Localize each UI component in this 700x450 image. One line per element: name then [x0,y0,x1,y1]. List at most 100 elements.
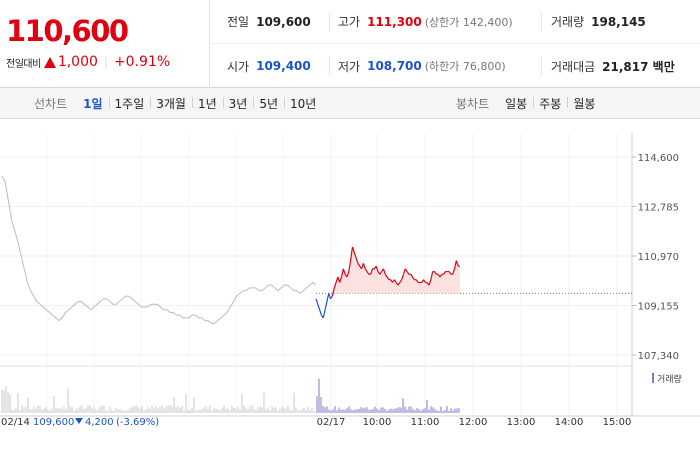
y-tick-label: 112,785 [638,203,679,214]
low-value: 108,700 [367,59,422,73]
today-price-segment [412,276,415,281]
today-price-segment [355,257,359,264]
today-price-segment [364,268,368,272]
today-price-segment [324,301,328,310]
today-price-segment [351,246,355,253]
change-percent: +0.91% [113,54,171,70]
today-price-segment [455,260,459,267]
today-price-segment [428,279,432,286]
today-price-segment [330,295,333,300]
today-price-segment [439,273,443,278]
today-price-segment [384,273,388,278]
today-price-segment [350,246,354,261]
line-chart-label: 선차트 [34,97,68,111]
today-price-segment [393,279,397,283]
tab-3months[interactable]: 3개월 [150,95,192,112]
today-price-segment [379,271,383,275]
today-price-segment [342,268,346,275]
today-price-segment [399,279,403,283]
today-price-segment [386,276,390,281]
prev-day-price-line [1,175,317,324]
tab-monthly[interactable]: 월봉 [567,95,601,112]
tab-1week[interactable]: 1주일 [108,95,151,112]
price-chart-svg: 114,600 112,785 110,970 109,155 107,340 거래량 02… [0,133,700,428]
upper-limit: (상한가 142,400) [424,15,513,29]
today-price-segment [410,273,414,278]
tab-1day[interactable]: 1일 [83,97,103,111]
price-summary: 110,600 전일대비 1,000 | +0.91% 전일 109,600 고… [0,0,700,88]
today-price-segment [453,260,457,269]
today-price-segment [443,271,446,275]
prev-close-label: 전일 [227,15,250,29]
x-tick-label: 02/17 [317,417,346,428]
today-gain-area [316,247,460,294]
high-value: 111,300 [367,14,422,29]
prev-close-stat: 전일 109,600 [227,12,311,32]
open-value: 109,400 [256,59,311,73]
today-price-segment [452,268,456,275]
today-price-segment [375,265,379,272]
chart-period-tabs: 선차트 1일 1주일 3개월 1년 3년 5년 10년 봉차트 일봉 주봉 월봉 [0,88,700,119]
today-price-segment [357,263,361,267]
today-price-segment [402,268,406,275]
volume-legend-swatch [652,373,654,383]
volume-stat: 거래량 198,145 [541,11,646,32]
price-chart[interactable]: 114,600 112,785 110,970 109,155 107,340 거래량 02… [0,119,700,450]
prev-day-change-pct: (-3.69%) [116,417,159,428]
today-price-segment [370,268,374,275]
current-price-box: 110,600 전일대비 1,000 | +0.91% [0,0,210,88]
down-triangle-icon [75,418,83,424]
prev-day-change: 4,200 [85,417,114,428]
prev-day-label: 02/14 [1,417,30,428]
volume-value: 198,145 [591,14,646,29]
today-price-segment [401,274,405,280]
prev-day-close: 109,600 [33,417,74,428]
stats-row-2: 시가 109,400 저가 108,700 (하한가 76,800) 거래대금 … [211,44,700,88]
volume-label: 거래량 [551,15,585,29]
y-tick-label: 109,155 [638,302,679,313]
open-label: 시가 [227,59,250,74]
today-price-segment [362,263,366,270]
stats-row-1: 전일 109,600 고가 111,300 (상한가 142,400) 거래량 … [211,0,700,44]
today-price-segment [317,304,321,310]
today-price-segment [353,252,357,259]
tab-5years[interactable]: 5년 [253,95,284,112]
separator: | [103,55,108,69]
y-tick-label: 110,970 [638,252,679,263]
today-price-segment [397,282,401,286]
candle-chart-tabs: 봉차트 일봉 주봉 월봉 [456,88,601,119]
line-chart-tabs: 선차트 1일 1주일 3개월 1년 3년 5년 10년 [34,88,322,119]
today-price-segment [415,279,419,283]
tab-weekly[interactable]: 주봉 [533,95,567,112]
high-stat: 고가 111,300 (상한가 142,400) [329,11,513,32]
x-tick-label: 13:00 [507,417,536,428]
tab-1year[interactable]: 1년 [191,95,223,112]
today-price-segment [333,282,337,289]
up-triangle-icon [43,56,56,68]
today-price-segment [339,276,343,283]
today-price-segment [406,271,410,275]
change-row: 전일대비 1,000 | +0.91% [6,54,170,70]
x-tick-label: 10:00 [363,417,392,428]
tab-daily[interactable]: 일봉 [505,97,528,111]
low-label: 저가 [338,59,361,74]
today-price-segment [382,268,386,275]
open-stat: 시가 109,400 [227,56,311,76]
lower-limit: (하한가 76,800) [424,60,506,73]
x-tick-label: 14:00 [555,417,584,428]
today-price-segment [366,271,370,275]
current-price: 110,600 [6,14,129,48]
high-label: 고가 [338,15,361,29]
tab-3years[interactable]: 3년 [222,95,254,112]
today-price-segment [340,268,344,278]
change-amount: 1,000 [57,54,98,70]
today-price-segment [322,309,326,319]
trade-value-value: 21,817 백만 [602,59,675,74]
today-price-segment [448,271,452,275]
today-price-segment [423,279,426,283]
y-tick-label: 114,600 [638,153,679,164]
stats-table: 전일 109,600 고가 111,300 (상한가 142,400) 거래량 … [211,0,700,88]
trade-value-stat: 거래대금 21,817 백만 [541,56,675,76]
tab-10years[interactable]: 10년 [284,95,322,112]
